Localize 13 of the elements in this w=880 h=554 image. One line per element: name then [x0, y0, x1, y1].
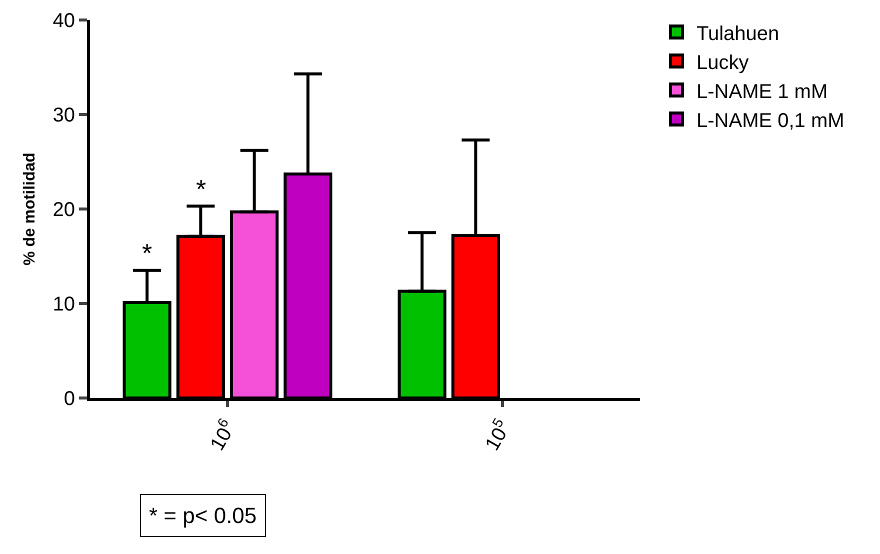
y-tick-label: 10 [52, 294, 75, 316]
annotation: * [142, 238, 152, 268]
y-tick-label: 0 [64, 388, 75, 410]
annotation: * [196, 174, 206, 204]
legend-label: L-NAME 1 mM [696, 80, 828, 103]
y-tick-label: 40 [52, 10, 75, 32]
y-tick-label: 20 [52, 199, 75, 221]
legend-label: Lucky [696, 52, 749, 74]
legend-label: Tulahuen [696, 22, 780, 45]
text: * = p< 0.05 [149, 503, 257, 528]
y-axis-title: % de motilidad [22, 152, 39, 266]
y-tick-label: 30 [52, 104, 75, 126]
legend-label: L-NAME 0,1 mM [696, 110, 844, 132]
